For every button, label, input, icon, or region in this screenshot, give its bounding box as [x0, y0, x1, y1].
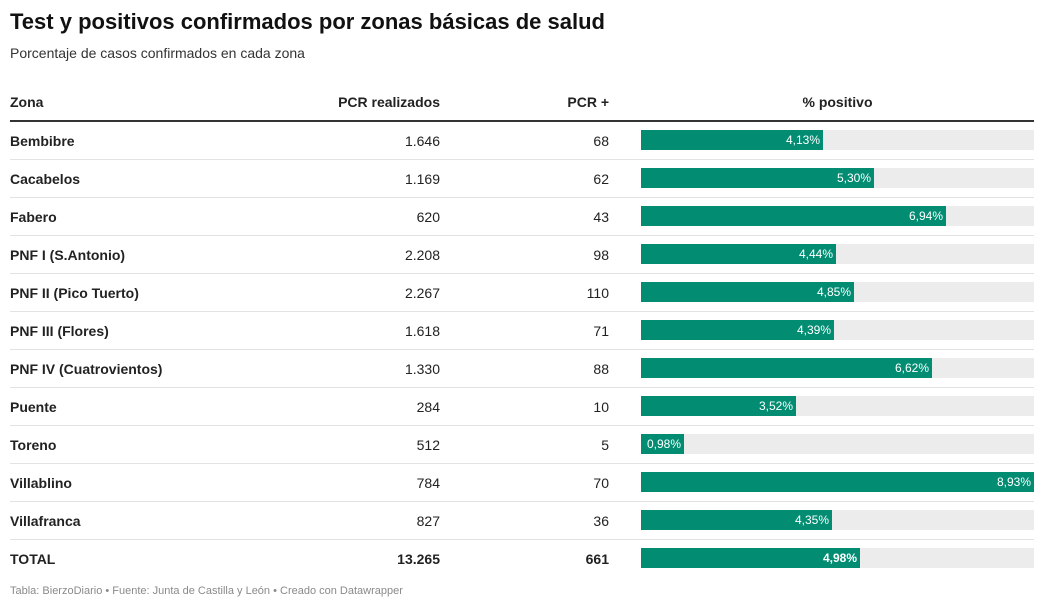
bar-track: 6,94%: [641, 206, 1034, 226]
zona-cell: Puente: [10, 399, 57, 415]
bar-value-label: 0,98%: [646, 437, 681, 451]
zona-cell: PNF IV (Cuatrovientos): [10, 361, 163, 377]
column-header-pct[interactable]: % positivo: [802, 94, 873, 110]
zona-cell: PNF II (Pico Tuerto): [10, 285, 139, 301]
zona-cell: Fabero: [10, 209, 57, 225]
bar-fill: 0,98%: [641, 434, 684, 454]
bar-fill: 4,13%: [641, 130, 823, 150]
table-row: Cacabelos 1.169 62 5,30%: [10, 160, 1034, 198]
zona-cell: PNF I (S.Antonio): [10, 247, 126, 263]
bar-value-label: 4,98%: [822, 551, 857, 565]
bar-track: 0,98%: [641, 434, 1034, 454]
bar-fill: 4,39%: [641, 320, 834, 340]
table-row-total: TOTAL 13.265 661 4,98%: [10, 540, 1034, 577]
positivos-cell: 88: [593, 361, 609, 377]
chart-title: Test y positivos confirmados por zonas b…: [10, 9, 605, 34]
bar-track: 6,62%: [641, 358, 1034, 378]
pcr-cell: 620: [416, 209, 440, 225]
bar-value-label: 4,13%: [785, 133, 820, 147]
positivos-cell: 36: [593, 513, 609, 529]
positivos-cell: 110: [586, 285, 609, 301]
bar-fill: 4,98%: [641, 548, 860, 568]
chart-subtitle: Porcentaje de casos confirmados en cada …: [10, 45, 305, 61]
column-header-pcr[interactable]: PCR realizados: [338, 94, 440, 110]
positivos-cell: 661: [585, 551, 609, 567]
bar-value-label: 4,44%: [798, 247, 833, 261]
zona-cell: Villafranca: [10, 513, 81, 529]
bar-value-label: 6,62%: [894, 361, 929, 375]
bar-fill: 5,30%: [641, 168, 874, 188]
zona-cell: Bembibre: [10, 133, 75, 149]
bar-fill: 4,35%: [641, 510, 832, 530]
bar-value-label: 6,94%: [908, 209, 943, 223]
positivos-cell: 62: [593, 171, 609, 187]
bar-value-label: 8,93%: [996, 475, 1031, 489]
bar-value-label: 3,52%: [758, 399, 793, 413]
table-row: PNF II (Pico Tuerto) 2.267 110 4,85%: [10, 274, 1034, 312]
positivos-cell: 68: [593, 133, 609, 149]
positivos-cell: 98: [593, 247, 609, 263]
pcr-cell: 1.169: [404, 171, 440, 187]
footer-credits: Tabla: BierzoDiario • Fuente: Junta de C…: [10, 585, 403, 597]
table-row: PNF III (Flores) 1.618 71 4,39%: [10, 312, 1034, 350]
bar-track: 4,85%: [641, 282, 1034, 302]
bar-value-label: 4,85%: [816, 285, 851, 299]
zona-cell: TOTAL: [10, 551, 56, 567]
pcr-cell: 13.265: [397, 551, 440, 567]
positivos-cell: 70: [593, 475, 609, 491]
column-header-positivos[interactable]: PCR +: [567, 94, 609, 110]
bar-track: 4,44%: [641, 244, 1034, 264]
data-table: Zona PCR realizados PCR + % positivo Bem…: [10, 84, 1034, 577]
bar-fill: 4,44%: [641, 244, 836, 264]
bar-track: 8,93%: [641, 472, 1034, 492]
positivos-cell: 71: [593, 323, 609, 339]
pcr-cell: 784: [416, 475, 440, 491]
bar-track: 4,39%: [641, 320, 1034, 340]
column-header-zona[interactable]: Zona: [10, 94, 44, 110]
bar-fill: 3,52%: [641, 396, 796, 416]
pcr-cell: 2.267: [404, 285, 440, 301]
pcr-cell: 1.646: [404, 133, 440, 149]
table-row: Villafranca 827 36 4,35%: [10, 502, 1034, 540]
table-row: Fabero 620 43 6,94%: [10, 198, 1034, 236]
pcr-cell: 1.618: [404, 323, 440, 339]
bar-value-label: 5,30%: [836, 171, 871, 185]
pcr-cell: 2.208: [404, 247, 440, 263]
bar-track: 5,30%: [641, 168, 1034, 188]
positivos-cell: 43: [593, 209, 609, 225]
bar-fill: 8,93%: [641, 472, 1034, 492]
table-row: PNF IV (Cuatrovientos) 1.330 88 6,62%: [10, 350, 1034, 388]
bar-fill: 6,94%: [641, 206, 946, 226]
zona-cell: Villablino: [10, 475, 72, 491]
pcr-cell: 284: [416, 399, 440, 415]
positivos-cell: 5: [601, 437, 609, 453]
table-row: Puente 284 10 3,52%: [10, 388, 1034, 426]
table-row: PNF I (S.Antonio) 2.208 98 4,44%: [10, 236, 1034, 274]
table-row: Toreno 512 5 0,98%: [10, 426, 1034, 464]
bar-track: 4,35%: [641, 510, 1034, 530]
bar-value-label: 4,35%: [794, 513, 829, 527]
bar-track: 4,98%: [641, 548, 1034, 568]
table-header: Zona PCR realizados PCR + % positivo: [10, 84, 1034, 122]
positivos-cell: 10: [593, 399, 609, 415]
bar-fill: 6,62%: [641, 358, 932, 378]
zona-cell: Toreno: [10, 437, 57, 453]
zona-cell: PNF III (Flores): [10, 323, 109, 339]
table-row: Bembibre 1.646 68 4,13%: [10, 122, 1034, 160]
bar-track: 4,13%: [641, 130, 1034, 150]
zona-cell: Cacabelos: [10, 171, 81, 187]
pcr-cell: 1.330: [404, 361, 440, 377]
bar-value-label: 4,39%: [796, 323, 831, 337]
pcr-cell: 512: [416, 437, 440, 453]
pcr-cell: 827: [416, 513, 440, 529]
table-body: Bembibre 1.646 68 4,13% Cacabelos 1.169 62 5,30…: [10, 122, 1034, 577]
table-row: Villablino 784 70 8,93%: [10, 464, 1034, 502]
bar-fill: 4,85%: [641, 282, 854, 302]
bar-track: 3,52%: [641, 396, 1034, 416]
